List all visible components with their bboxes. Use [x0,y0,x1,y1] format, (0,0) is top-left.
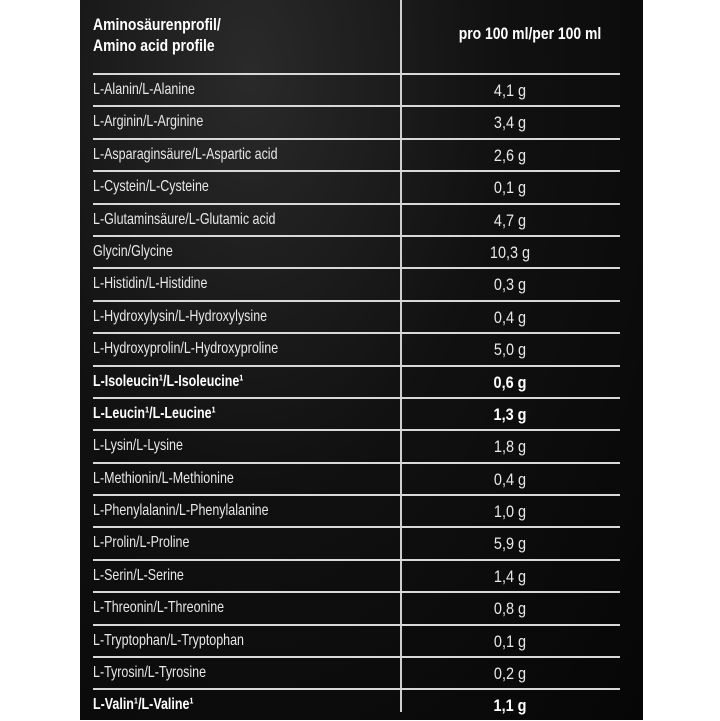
table-row: L-Histidin/L-Histidine 0,3 g [93,269,620,302]
table-row: L-Serin/L-Serine 1,4 g [93,561,620,594]
header-left-line1: Aminosäurenprofil/ [93,15,221,34]
header-per-100ml: pro 100 ml/per 100 ml [458,24,602,43]
amino-acid-name: L-Tryptophan/L-Tryptophan [93,631,245,649]
table-row: L-Tryptophan/L-Tryptophan 0,1 g [93,626,620,659]
table-row: L-Alanin/L-Alanine 4,1 g [93,75,620,108]
table-row: L-Methionin/L-Methionine 0,4 g [93,464,620,497]
table-body: L-Alanin/L-Alanine 4,1 g L-Arginin/L-Argin… [93,75,620,721]
table-row: L-Hydroxyprolin/L-Hydroxyproline 5,0 g [93,334,620,367]
amino-acid-name: L-Lysin/L-Lysine [93,437,183,455]
amino-acid-name: L-Alanin/L-Alanine [93,81,195,98]
amino-acid-value: 0,3 g [493,275,527,295]
table-row: L-Leucin¹/L-Leucine¹ 1,3 g [93,399,620,432]
amino-acid-value: 0,4 g [493,307,527,327]
amino-acid-value: 0,1 g [493,631,527,651]
table-row: Glycin/Glycine 10,3 g [93,237,620,270]
amino-acid-name: L-Hydroxylysin/L-Hydroxylysine [93,307,268,325]
table-row: L-Isoleucin¹/L-Isoleucine¹ 0,6 g [93,367,620,399]
amino-acid-name: L-Cystein/L-Cysteine [93,178,209,196]
table-row: L-Prolin/L-Proline 5,9 g [93,528,620,561]
table-header: Aminosäurenprofil/ Amino acid profile pr… [93,0,620,75]
amino-acid-name: L-Histidin/L-Histidine [93,275,208,293]
amino-acid-name: L-Methionin/L-Methionine [93,469,234,487]
table-row: L-Tyrosin/L-Tyrosine 0,2 g [93,658,620,691]
amino-acid-name: L-Glutaminsäure/L-Glutamic acid [93,210,276,228]
table-row: L-Phenylalanin/L-Phenylalanine 1,0 g [93,496,620,529]
table-row: L-Cystein/L-Cysteine 0,1 g [93,172,620,205]
amino-acid-name: L-Threonin/L-Threonine [93,599,225,617]
amino-acid-value: 2,6 g [493,145,527,165]
amino-acid-name: L-Arginin/L-Arginine [93,113,204,131]
amino-acid-value: 10,3 g [489,242,531,262]
column-divider [400,0,402,712]
amino-acid-value: 5,9 g [493,534,527,554]
amino-acid-name: L-Valin¹/L-Valine¹ [93,696,194,714]
amino-acid-value: 4,1 g [493,81,527,100]
amino-acid-name: L-Asparaginsäure/L-Aspartic acid [93,145,278,163]
amino-acid-name: L-Phenylalanin/L-Phenylalanine [93,502,269,520]
table-row: L-Asparaginsäure/L-Aspartic acid 2,6 g [93,140,620,173]
amino-acid-name: Glycin/Glycine [93,242,173,260]
amino-acid-value: 0,8 g [493,599,527,619]
table-row: L-Hydroxylysin/L-Hydroxylysine 0,4 g [93,302,620,335]
table-row: L-Threonin/L-Threonine 0,8 g [93,593,620,626]
header-left-line2: Amino acid profile [93,36,215,55]
amino-acid-value: 0,1 g [493,178,527,198]
table-row: L-Arginin/L-Arginine 3,4 g [93,107,620,140]
amino-acid-table: Aminosäurenprofil/ Amino acid profile pr… [80,0,643,720]
amino-acid-name: L-Hydroxyprolin/L-Hydroxyproline [93,340,279,358]
amino-acid-name: L-Tyrosin/L-Tyrosine [93,664,207,682]
table-row: L-Lysin/L-Lysine 1,8 g [93,431,620,464]
amino-acid-value: 1,4 g [493,566,527,586]
table-row: L-Glutaminsäure/L-Glutamic acid 4,7 g [93,205,620,237]
amino-acid-name: L-Serin/L-Serine [93,566,184,584]
amino-acid-name: L-Isoleucin¹/L-Isoleucine¹ [93,372,244,390]
amino-acid-value: 1,3 g [493,404,527,424]
amino-acid-name: L-Leucin¹/L-Leucine¹ [93,404,216,422]
amino-acid-value: 1,0 g [493,502,527,522]
amino-acid-value: 1,8 g [493,437,527,457]
amino-acid-value: 4,7 g [493,210,527,230]
amino-acid-value: 5,0 g [493,340,527,360]
header-amino-acid-profile: Aminosäurenprofil/ Amino acid profile [93,14,221,56]
amino-acid-value: 0,2 g [493,664,527,684]
amino-acid-value: 0,4 g [493,469,527,489]
amino-acid-value: 1,1 g [493,696,527,716]
amino-acid-name: L-Prolin/L-Proline [93,534,190,552]
amino-acid-value: 3,4 g [493,113,527,133]
amino-acid-value: 0,6 g [493,372,527,392]
table-row: L-Valin¹/L-Valine¹ 1,1 g [93,690,620,720]
